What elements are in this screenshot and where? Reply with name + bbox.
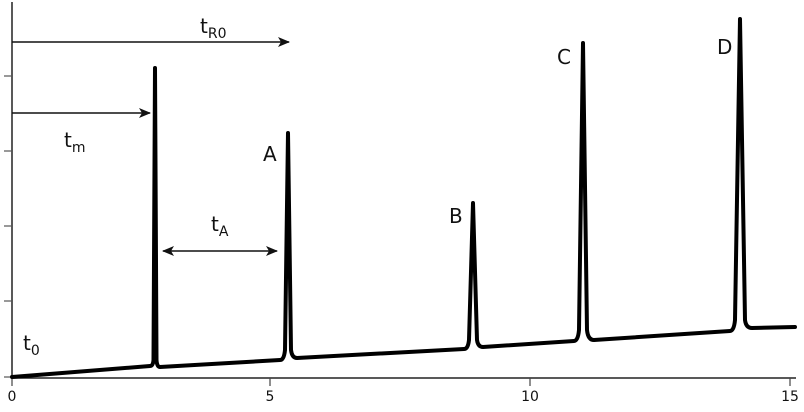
t0-label-main: t (23, 331, 31, 355)
y-axis-ticks (4, 75, 12, 378)
x-tick-label-5: 5 (265, 389, 275, 405)
chromatogram-trace (10, 17, 797, 379)
peak-b-label: B (449, 204, 463, 228)
tR0-label-main: t (200, 14, 208, 38)
x-tick-label-10: 10 (521, 389, 539, 405)
tA-label-sub: A (218, 224, 229, 240)
t0-label-sub: 0 (30, 343, 40, 359)
tR0-label-sub: R0 (207, 26, 227, 42)
tR0-label: tR0 (200, 16, 226, 41)
tm-label-main: t (64, 128, 72, 152)
tA-label-main: t (211, 212, 219, 236)
x-tick-label-15: 15 (781, 389, 799, 405)
t0-label: t0 (23, 333, 40, 358)
peak-a-label: A (263, 142, 277, 166)
tm-label: tm (64, 130, 85, 155)
tA-label: tA (211, 214, 228, 239)
x-tick-label-0: 0 (7, 389, 17, 405)
peak-c-label: C (557, 45, 571, 69)
tm-label-sub: m (71, 140, 86, 156)
x-axis-ticks (11, 378, 791, 386)
peak-d-label: D (717, 35, 733, 59)
